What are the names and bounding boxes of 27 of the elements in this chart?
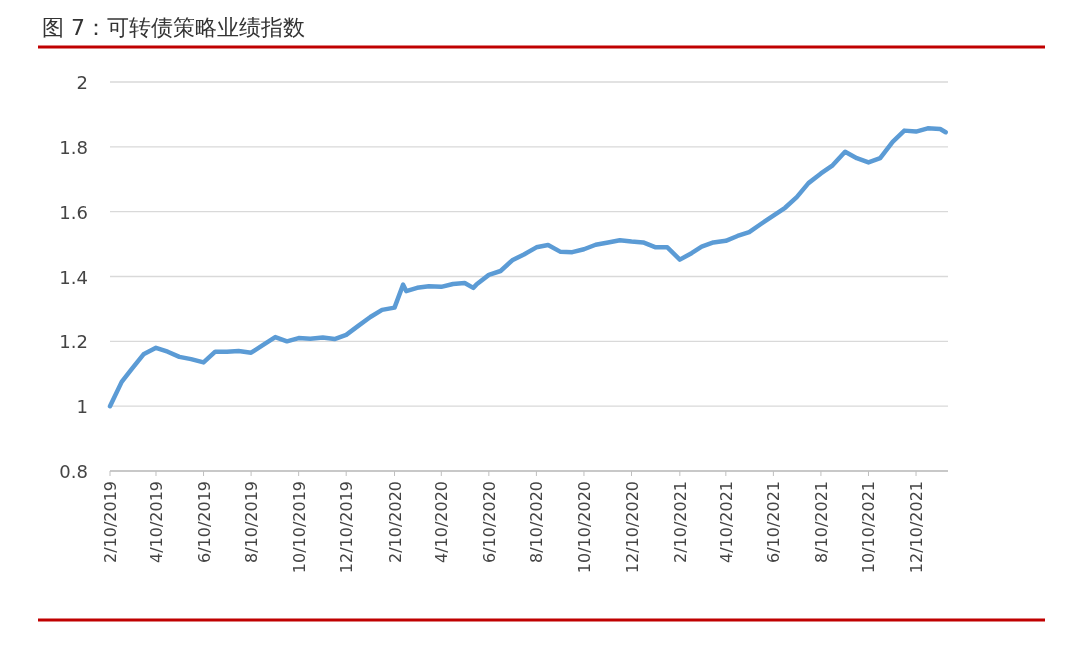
y-tick-label: 0.8: [59, 461, 88, 482]
y-tick-label: 1.2: [59, 331, 88, 353]
chart-title: 图 7：可转债策略业绩指数: [42, 15, 305, 40]
x-tick-label: 2/10/2021: [670, 481, 690, 564]
line-series: [107, 126, 948, 409]
x-tick-label: 12/10/2019: [337, 481, 357, 574]
y-tick-label: 2: [76, 72, 88, 93]
x-tick-label: 2/10/2020: [385, 481, 405, 564]
x-tick-label: 10/10/2021: [859, 481, 879, 574]
x-tick-label: 12/10/2020: [622, 481, 642, 574]
x-tick-label: 6/10/2021: [764, 481, 784, 564]
x-tick-label: 4/10/2021: [716, 481, 736, 564]
y-tick-label: 1.8: [59, 136, 88, 158]
x-tick-label: 10/10/2019: [289, 481, 309, 574]
y-tick-label: 1.6: [59, 201, 88, 223]
x-tick-label: 4/10/2020: [432, 481, 452, 564]
x-tick-label: 8/10/2020: [527, 481, 547, 564]
x-tick-label: 10/10/2020: [574, 481, 594, 574]
x-tick-label: 4/10/2019: [146, 481, 166, 564]
x-tick-label: 12/10/2021: [907, 481, 927, 574]
x-tick-label: 8/10/2021: [811, 481, 831, 564]
x-tick-label: 6/10/2020: [479, 481, 499, 564]
y-tick-label: 1.4: [59, 266, 88, 288]
x-tick-label: 2/10/2019: [101, 481, 120, 564]
x-tick-label: 6/10/2019: [194, 481, 214, 564]
y-tick-label: 1: [76, 396, 88, 418]
x-tick-label: 8/10/2019: [242, 481, 262, 564]
